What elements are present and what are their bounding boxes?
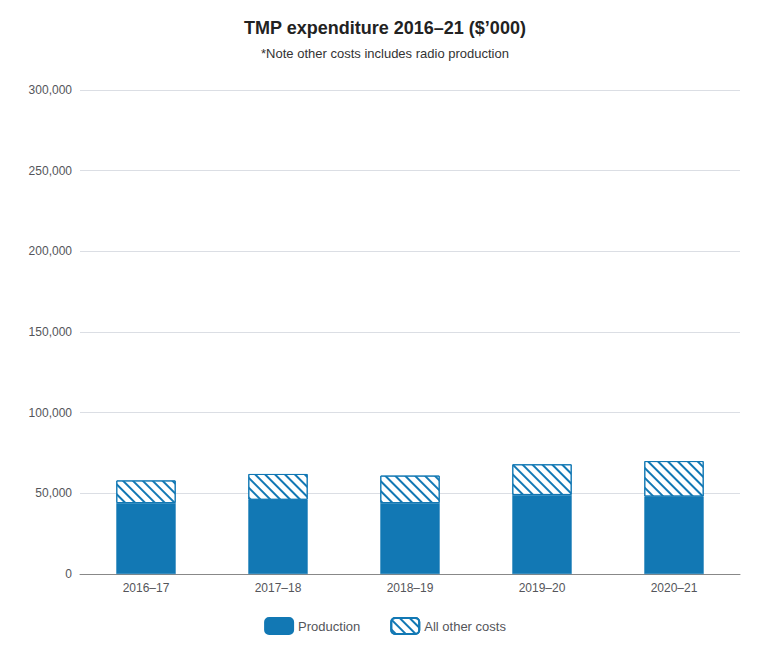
svg-text:All other costs: All other costs <box>424 619 506 634</box>
svg-text:150,000: 150,000 <box>29 325 73 339</box>
svg-text:TMP expenditure 2016–21 ($’000: TMP expenditure 2016–21 ($’000) <box>244 18 526 38</box>
svg-text:100,000: 100,000 <box>29 406 73 420</box>
svg-text:200,000: 200,000 <box>29 244 73 258</box>
svg-text:250,000: 250,000 <box>29 164 73 178</box>
svg-text:2017–18: 2017–18 <box>255 581 302 595</box>
svg-text:*Note other costs includes rad: *Note other costs includes radio product… <box>261 46 509 61</box>
svg-text:50,000: 50,000 <box>35 486 72 500</box>
svg-text:2016–17: 2016–17 <box>123 581 170 595</box>
svg-text:2020–21: 2020–21 <box>651 581 698 595</box>
svg-text:0: 0 <box>65 567 72 581</box>
svg-text:2019–20: 2019–20 <box>519 581 566 595</box>
svg-text:300,000: 300,000 <box>29 83 73 97</box>
svg-text:2018–19: 2018–19 <box>387 581 434 595</box>
svg-text:Production: Production <box>298 619 360 634</box>
